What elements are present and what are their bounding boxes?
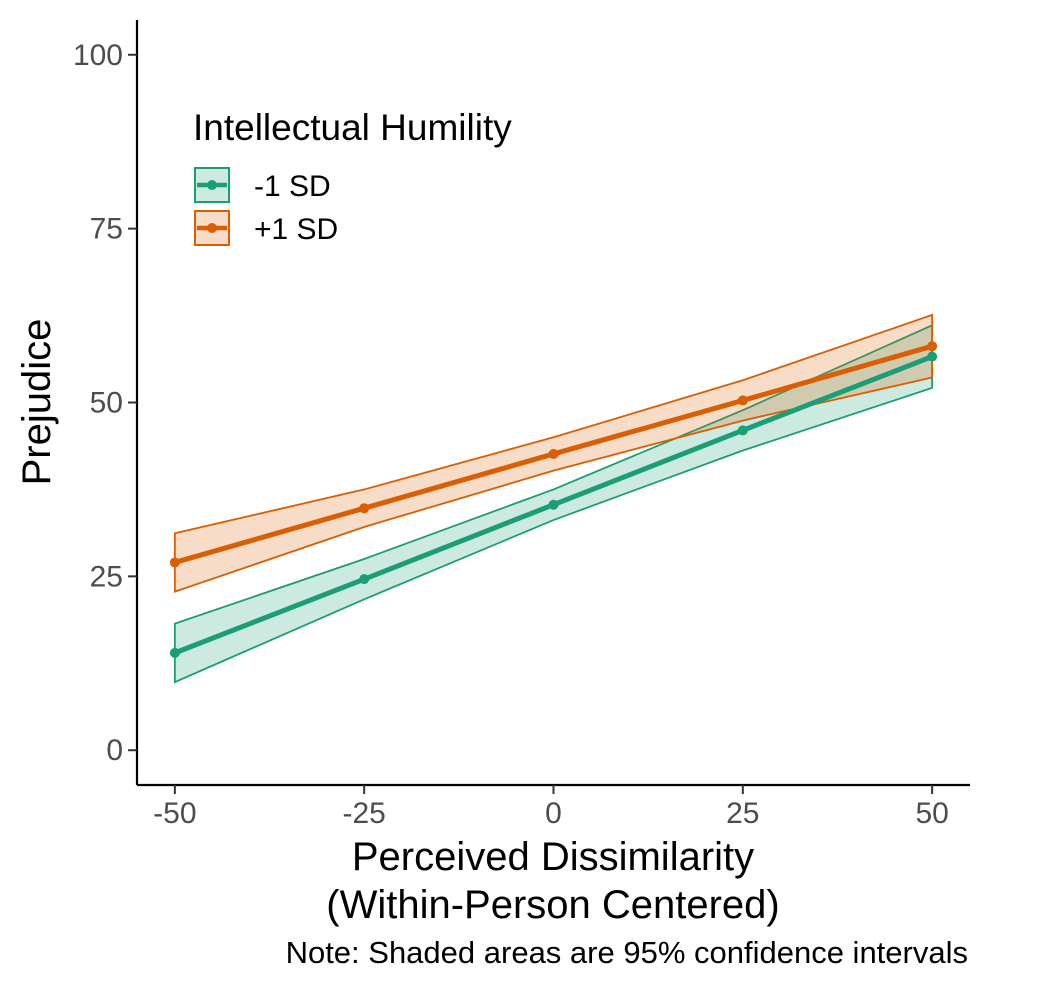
legend-label: -1 SD [254, 170, 331, 203]
data-point-series-2 [737, 395, 748, 406]
y-tick-label: 0 [106, 734, 123, 767]
legend-title: Intellectual Humility [193, 107, 512, 148]
x-tick-label: -50 [153, 797, 196, 830]
data-point-series-2 [169, 557, 180, 568]
legend-item-1: -1 SD [194, 167, 331, 203]
x-axis-title: Perceived Dissimilarity [352, 835, 754, 879]
y-tick-label: 25 [90, 560, 123, 593]
x-tick-label: -25 [343, 797, 386, 830]
legend-items: -1 SD +1 SD [194, 167, 338, 246]
data-point-series-1 [359, 574, 370, 585]
legend-key-point [207, 223, 217, 233]
y-tick-label: 50 [90, 387, 123, 420]
y-tick-label: 100 [73, 39, 123, 72]
legend-key-point [207, 180, 217, 190]
data-point-series-2 [548, 448, 559, 459]
y-tick-label: 75 [90, 213, 123, 246]
x-tick-label: 0 [545, 797, 562, 830]
legend-label: +1 SD [254, 213, 338, 246]
data-point-series-1 [169, 647, 180, 658]
x-axis-title-line2: (Within-Person Centered) [326, 883, 780, 927]
chart-note: Note: Shaded areas are 95% confidence in… [286, 935, 968, 970]
data-point-series-2 [927, 341, 938, 352]
legend: Intellectual Humility -1 SD +1 SD [193, 107, 512, 246]
series-points [169, 341, 938, 658]
data-point-series-2 [359, 503, 370, 514]
data-point-series-1 [737, 425, 748, 436]
x-tick-label: 25 [726, 797, 759, 830]
y-axis-title: Prejudice [15, 319, 59, 486]
legend-item-2: +1 SD [194, 210, 338, 246]
x-tick-label: 50 [915, 797, 948, 830]
y-axis-ticks: 0 25 50 75 100 [73, 39, 137, 767]
data-point-series-1 [927, 351, 938, 362]
x-axis-ticks: -50 -25 0 25 50 [153, 785, 949, 830]
confidence-bands [173, 313, 934, 684]
data-point-series-1 [548, 499, 559, 510]
